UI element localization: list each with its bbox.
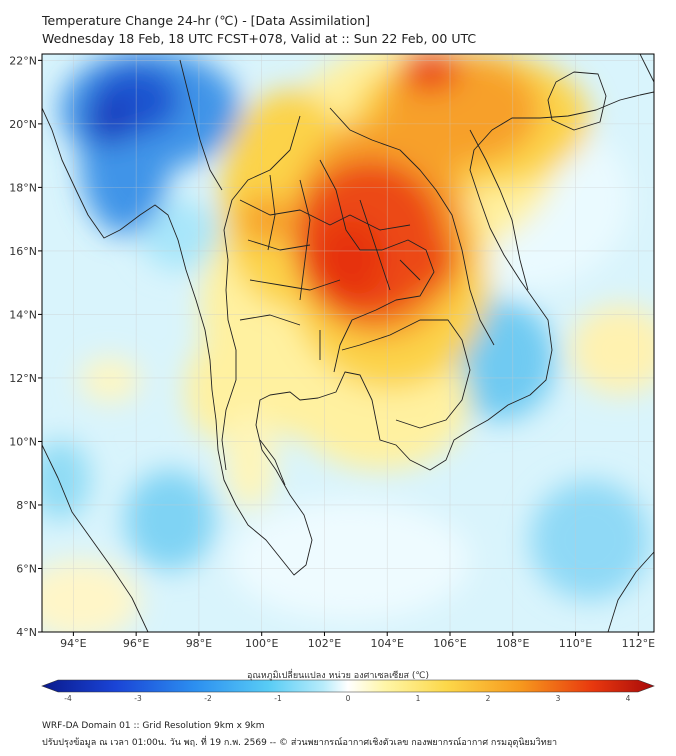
map-gridlines (42, 54, 654, 633)
map-title: Temperature Change 24-hr (℃) - [Data Ass… (42, 13, 371, 28)
lon-tick-label: 106°E (433, 637, 466, 650)
footer-update-info: ปรับปรุงข้อมูล ณ เวลา 01:00น. วัน พฤ. ที… (42, 738, 558, 748)
map-frame (41, 53, 655, 633)
myanmar-border (179, 59, 223, 191)
lat-tick-label: 10°N (9, 435, 37, 448)
colorbar-tick-label: 3 (556, 694, 561, 703)
lat-tick-label: 20°N (9, 118, 37, 131)
colorbar-tick-label: -1 (274, 694, 282, 703)
colorbar-tick-label: 1 (416, 694, 421, 703)
hainan-island (547, 71, 607, 131)
colorbar-tick-label: 4 (626, 694, 631, 703)
lon-tick-label: 104°E (371, 637, 404, 650)
province-lines (239, 174, 421, 486)
lat-tick-label: 6°N (16, 562, 37, 575)
lat-tick-label: 18°N (9, 181, 37, 194)
colorbar-tick-label: -3 (134, 694, 142, 703)
footer-model-info: WRF-DA Domain 01 :: Grid Resolution 9km … (42, 721, 265, 731)
lon-tick-label: 112°E (622, 637, 655, 650)
colorbar-tick-label: 2 (486, 694, 491, 703)
lon-tick-label: 96°E (123, 637, 149, 650)
lon-tick-label: 110°E (559, 637, 592, 650)
lon-tick-label: 100°E (245, 637, 278, 650)
lat-tick-label: 8°N (16, 499, 37, 512)
sumatra-coast (42, 444, 149, 632)
lat-tick-label: 12°N (9, 372, 37, 385)
colorbar-scale (41, 679, 655, 693)
cambodia-border (341, 319, 471, 429)
lon-tick-label: 102°E (308, 637, 341, 650)
mainland-coastline (42, 91, 654, 576)
lat-tick-label: 4°N (16, 626, 37, 639)
lon-tick-label: 98°E (186, 637, 212, 650)
colorbar-label: อุณหภูมิเปลี่ยนแปลง หน่วย องศาเซลเซียส (… (246, 671, 430, 681)
lat-tick-label: 22°N (9, 54, 37, 67)
luzon-fragment (639, 54, 654, 83)
lat-tick-label: 14°N (9, 308, 37, 321)
colorbar-tick-label: 0 (346, 694, 351, 703)
colorbar-tick-label: -4 (64, 694, 72, 703)
map-subtitle: Wednesday 18 Feb, 18 UTC FCST+078, Valid… (42, 31, 477, 46)
colorbar: -4 -3 -2 -1 0 1 2 3 4 (41, 679, 655, 703)
borneo-coast (607, 551, 654, 632)
vietnam-border (469, 129, 529, 291)
thailand-border (221, 115, 435, 471)
laos-border (329, 107, 495, 346)
colorbar-tick-label: -2 (204, 694, 212, 703)
lon-tick-label: 108°E (496, 637, 529, 650)
country-borders (42, 54, 654, 632)
temperature-field (42, 54, 654, 632)
lat-tick-label: 16°N (9, 245, 37, 258)
lon-tick-label: 94°E (60, 637, 86, 650)
